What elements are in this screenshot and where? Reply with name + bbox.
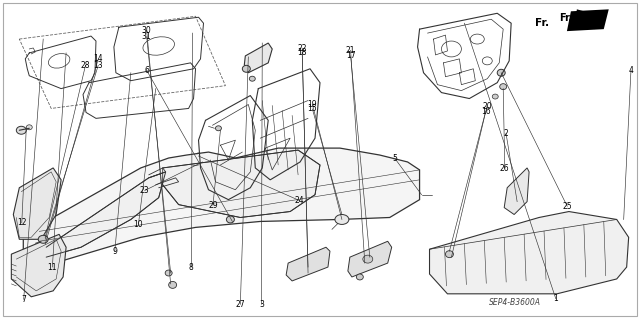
Text: 10: 10 bbox=[134, 220, 143, 229]
Text: 26: 26 bbox=[500, 164, 509, 173]
Polygon shape bbox=[504, 168, 529, 214]
Text: 1: 1 bbox=[554, 294, 558, 303]
Ellipse shape bbox=[250, 76, 255, 81]
Text: 6: 6 bbox=[144, 66, 149, 75]
Ellipse shape bbox=[216, 126, 221, 131]
Text: 18: 18 bbox=[298, 48, 307, 57]
Ellipse shape bbox=[445, 251, 453, 258]
Ellipse shape bbox=[492, 94, 498, 99]
Text: 24: 24 bbox=[295, 196, 305, 205]
Ellipse shape bbox=[497, 69, 505, 76]
Text: 2: 2 bbox=[504, 129, 508, 138]
Ellipse shape bbox=[198, 160, 203, 165]
Ellipse shape bbox=[165, 270, 172, 276]
Polygon shape bbox=[286, 247, 330, 281]
Text: 19: 19 bbox=[308, 100, 317, 109]
Text: 8: 8 bbox=[189, 263, 194, 271]
Text: 12: 12 bbox=[17, 218, 26, 227]
Polygon shape bbox=[13, 168, 61, 239]
Polygon shape bbox=[348, 241, 392, 277]
Ellipse shape bbox=[17, 126, 26, 134]
Polygon shape bbox=[23, 148, 420, 261]
Ellipse shape bbox=[363, 255, 372, 263]
Ellipse shape bbox=[26, 125, 32, 130]
Text: 17: 17 bbox=[346, 51, 355, 60]
Text: 4: 4 bbox=[628, 66, 634, 75]
Text: 27: 27 bbox=[236, 300, 245, 309]
Text: SEP4-B3600A: SEP4-B3600A bbox=[489, 298, 541, 307]
Text: 31: 31 bbox=[142, 32, 152, 41]
Text: Fr.: Fr. bbox=[535, 18, 549, 28]
Polygon shape bbox=[429, 211, 628, 294]
Text: 9: 9 bbox=[113, 247, 117, 256]
Text: 13: 13 bbox=[93, 61, 103, 70]
Text: 21: 21 bbox=[346, 46, 355, 55]
Text: 14: 14 bbox=[93, 55, 103, 63]
Polygon shape bbox=[575, 9, 599, 29]
Text: 25: 25 bbox=[563, 202, 572, 211]
Text: 29: 29 bbox=[208, 201, 218, 210]
Text: 7: 7 bbox=[21, 295, 26, 304]
Text: 3: 3 bbox=[259, 300, 264, 309]
Polygon shape bbox=[46, 172, 166, 257]
Text: 20: 20 bbox=[482, 102, 492, 111]
Text: 23: 23 bbox=[140, 186, 150, 195]
Polygon shape bbox=[163, 150, 320, 218]
Ellipse shape bbox=[38, 235, 48, 243]
Text: 15: 15 bbox=[308, 104, 317, 113]
Polygon shape bbox=[12, 234, 66, 297]
Text: 16: 16 bbox=[481, 107, 490, 116]
Ellipse shape bbox=[356, 274, 364, 280]
Ellipse shape bbox=[227, 216, 234, 223]
Ellipse shape bbox=[335, 214, 349, 225]
Ellipse shape bbox=[169, 281, 177, 288]
Text: Fr.: Fr. bbox=[559, 13, 572, 23]
Ellipse shape bbox=[500, 84, 507, 90]
Text: 30: 30 bbox=[142, 26, 152, 35]
Ellipse shape bbox=[243, 65, 250, 72]
Ellipse shape bbox=[195, 153, 202, 159]
Text: 22: 22 bbox=[298, 44, 307, 53]
Text: 5: 5 bbox=[393, 154, 397, 163]
Polygon shape bbox=[244, 43, 272, 73]
Text: 11: 11 bbox=[47, 263, 57, 271]
Polygon shape bbox=[567, 9, 609, 31]
Text: 28: 28 bbox=[81, 61, 90, 70]
